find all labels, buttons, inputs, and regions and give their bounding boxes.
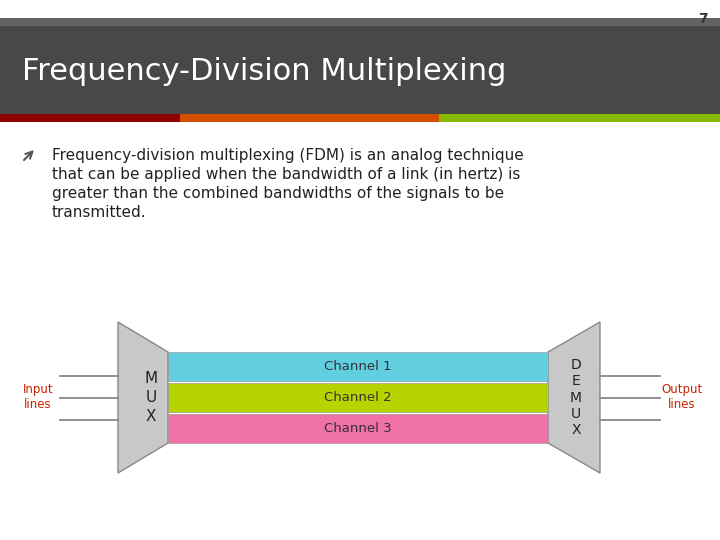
- Text: Channel 2: Channel 2: [324, 391, 392, 404]
- Text: that can be applied when the bandwidth of a link (in hertz) is: that can be applied when the bandwidth o…: [52, 167, 521, 182]
- Bar: [168, 352, 548, 381]
- Text: D
E
M
U
X: D E M U X: [570, 358, 582, 437]
- Polygon shape: [118, 322, 168, 473]
- Text: transmitted.: transmitted.: [52, 205, 147, 220]
- Text: Output
lines: Output lines: [662, 383, 703, 411]
- Text: greater than the combined bandwidths of the signals to be: greater than the combined bandwidths of …: [52, 186, 504, 201]
- Polygon shape: [548, 322, 600, 473]
- Text: Channel 3: Channel 3: [324, 422, 392, 435]
- Text: Input
lines: Input lines: [23, 383, 53, 411]
- Bar: [168, 383, 548, 412]
- Text: Frequency-division multiplexing (FDM) is an analog technique: Frequency-division multiplexing (FDM) is…: [52, 148, 523, 163]
- Bar: [0, 18, 720, 26]
- Bar: [0, 114, 180, 122]
- Text: 7: 7: [698, 12, 708, 26]
- Text: M
U
X: M U X: [145, 372, 158, 423]
- Bar: [0, 26, 720, 114]
- Bar: [168, 414, 548, 443]
- Text: Frequency-Division Multiplexing: Frequency-Division Multiplexing: [22, 57, 506, 86]
- Bar: [180, 114, 439, 122]
- Bar: [439, 114, 720, 122]
- Text: Channel 1: Channel 1: [324, 360, 392, 373]
